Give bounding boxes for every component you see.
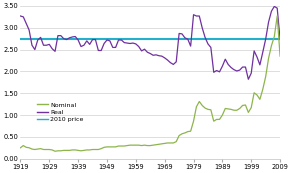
Legend: Nominal, Real, 2010 price: Nominal, Real, 2010 price — [36, 102, 84, 122]
